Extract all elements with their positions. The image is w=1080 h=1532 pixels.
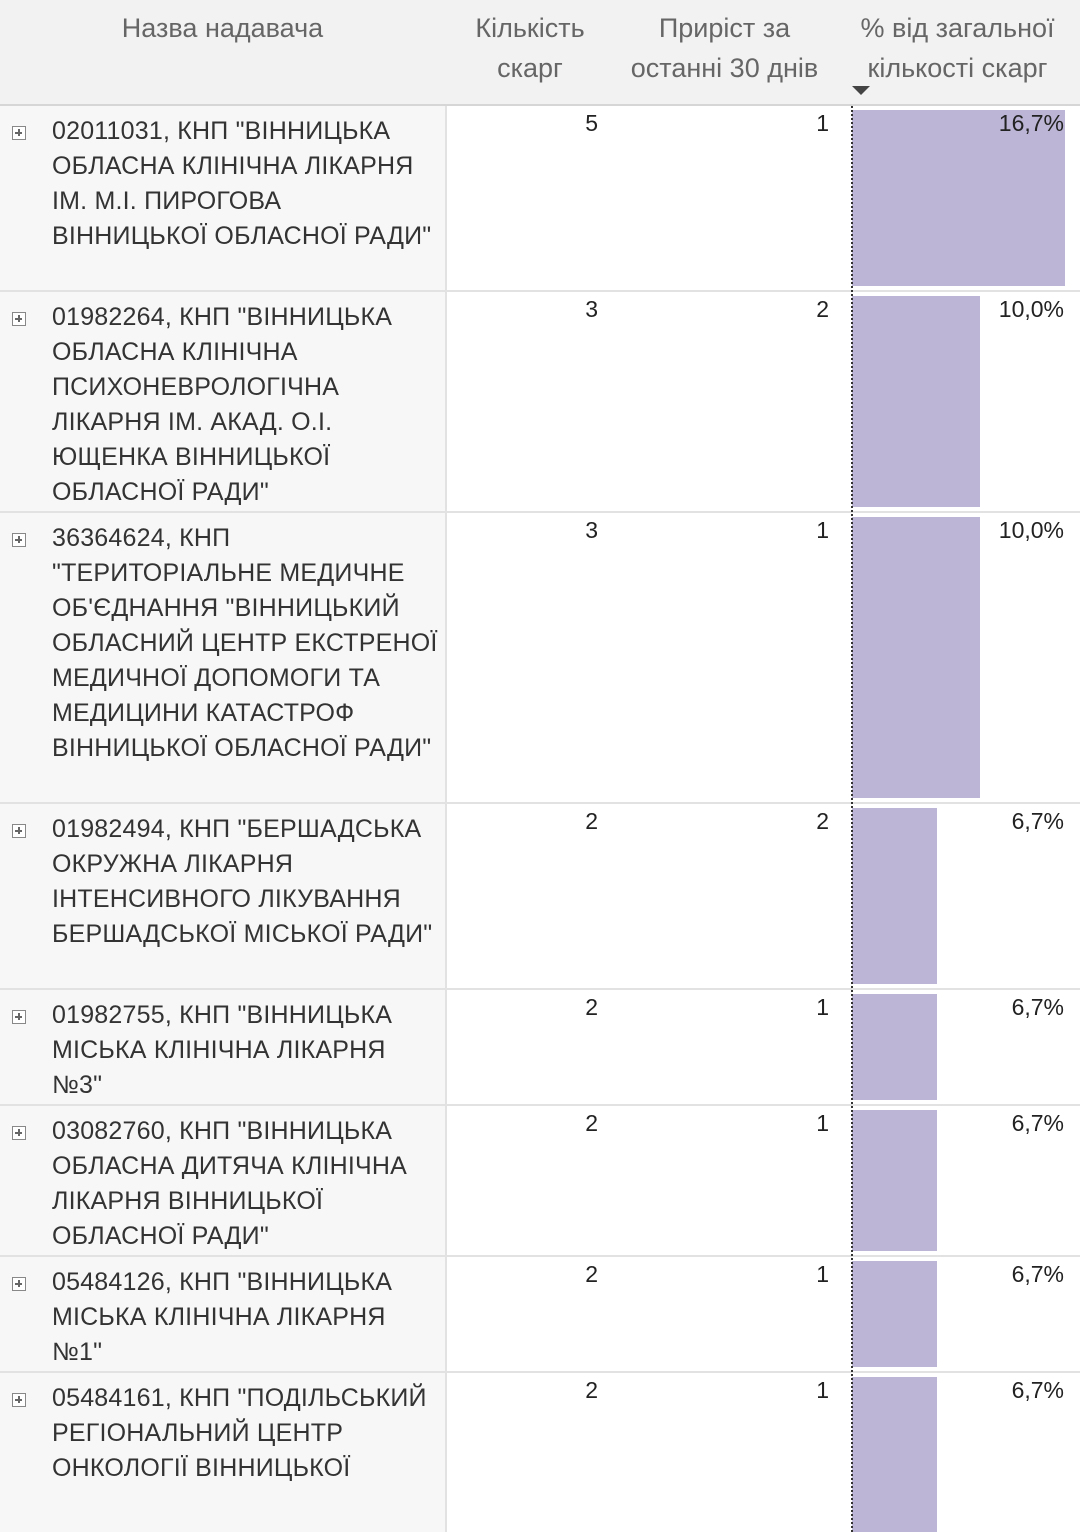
percent-cell: 6,7% <box>852 1373 1080 1532</box>
table-header: Назва надавача Кількість скарг Приріст з… <box>0 0 1080 106</box>
growth-count: 1 <box>816 1261 829 1287</box>
percent-bar <box>852 1110 938 1251</box>
growth-count: 1 <box>816 110 829 136</box>
table-row: 05484126, КНП "ВІННИЦЬКА МІСЬКА КЛІНІЧНА… <box>0 1257 1080 1373</box>
percent-label: 10,0% <box>998 296 1064 322</box>
growth-count: 2 <box>816 808 829 834</box>
provider-cell: 03082760, КНП "ВІННИЦЬКА ОБЛАСНА ДИТЯЧА … <box>0 1106 447 1255</box>
expand-icon[interactable] <box>12 824 26 838</box>
growth-count: 1 <box>816 517 829 543</box>
percent-label: 10,0% <box>998 517 1064 543</box>
provider-cell: 01982755, КНП "ВІННИЦЬКА МІСЬКА КЛІНІЧНА… <box>0 990 447 1104</box>
table-row: 01982494, КНП "БЕРШАДСЬКА ОКРУЖНА ЛІКАРН… <box>0 804 1080 990</box>
percent-bar <box>852 994 938 1100</box>
percent-label: 6,7% <box>1011 1110 1064 1136</box>
complaint-count: 5 <box>585 110 598 136</box>
column-header-complaint-count[interactable]: Кількість скарг <box>475 13 585 83</box>
complaint-count: 2 <box>585 1110 598 1136</box>
column-header-growth-30-days[interactable]: Приріст за останні 30 днів <box>630 13 819 83</box>
percent-bar <box>852 808 938 984</box>
percent-cell: 6,7% <box>852 990 1080 1104</box>
complaint-count: 3 <box>585 517 598 543</box>
provider-name: 01982755, КНП "ВІННИЦЬКА МІСЬКА КЛІНІЧНА… <box>52 1001 393 1099</box>
growth-count: 1 <box>816 1377 829 1403</box>
provider-cell: 01982264, КНП "ВІННИЦЬКА ОБЛАСНА КЛІНІЧН… <box>0 292 447 511</box>
expand-icon[interactable] <box>12 126 26 140</box>
provider-cell: 36364624, КНП "ТЕРИТОРІАЛЬНЕ МЕДИЧНЕ ОБ'… <box>0 513 447 802</box>
provider-name: 36364624, КНП "ТЕРИТОРІАЛЬНЕ МЕДИЧНЕ ОБ'… <box>52 524 438 762</box>
table-row: 01982755, КНП "ВІННИЦЬКА МІСЬКА КЛІНІЧНА… <box>0 990 1080 1106</box>
provider-name: 05484126, КНП "ВІННИЦЬКА МІСЬКА КЛІНІЧНА… <box>52 1268 393 1366</box>
percent-bar <box>852 110 1065 286</box>
provider-name: 01982494, КНП "БЕРШАДСЬКА ОКРУЖНА ЛІКАРН… <box>52 815 433 948</box>
provider-name: 02011031, КНП "ВІННИЦЬКА ОБЛАСНА КЛІНІЧН… <box>52 117 432 250</box>
complaint-count: 2 <box>585 808 598 834</box>
expand-icon[interactable] <box>12 1277 26 1291</box>
growth-count: 1 <box>816 994 829 1020</box>
expand-icon[interactable] <box>12 1010 26 1024</box>
percent-label: 16,7% <box>998 110 1064 136</box>
complaint-count: 2 <box>585 1261 598 1287</box>
column-header-percent-of-total[interactable]: % від загальної кількості скарг <box>860 13 1055 83</box>
table-row: 05484161, КНП "ПОДІЛЬСЬКИЙ РЕГІОНАЛЬНИЙ … <box>0 1373 1080 1532</box>
percent-cell: 10,0% <box>852 292 1080 511</box>
table-row: 36364624, КНП "ТЕРИТОРІАЛЬНЕ МЕДИЧНЕ ОБ'… <box>0 513 1080 804</box>
provider-name: 01982264, КНП "ВІННИЦЬКА ОБЛАСНА КЛІНІЧН… <box>52 303 393 506</box>
growth-count: 2 <box>816 296 829 322</box>
expand-icon[interactable] <box>12 533 26 547</box>
provider-cell: 01982494, КНП "БЕРШАДСЬКА ОКРУЖНА ЛІКАРН… <box>0 804 447 988</box>
complaint-count: 2 <box>585 1377 598 1403</box>
provider-name: 05484161, КНП "ПОДІЛЬСЬКИЙ РЕГІОНАЛЬНИЙ … <box>52 1384 427 1482</box>
percent-label: 6,7% <box>1011 994 1064 1020</box>
provider-cell: 05484161, КНП "ПОДІЛЬСЬКИЙ РЕГІОНАЛЬНИЙ … <box>0 1373 447 1532</box>
percent-bar <box>852 1261 938 1367</box>
percent-cell: 10,0% <box>852 513 1080 802</box>
expand-icon[interactable] <box>12 1393 26 1407</box>
expand-icon[interactable] <box>12 312 26 326</box>
percent-label: 6,7% <box>1011 808 1064 834</box>
complaint-count: 2 <box>585 994 598 1020</box>
percent-label: 6,7% <box>1011 1261 1064 1287</box>
percent-label: 6,7% <box>1011 1377 1064 1403</box>
percent-cell: 16,7% <box>852 106 1080 290</box>
table-row: 02011031, КНП "ВІННИЦЬКА ОБЛАСНА КЛІНІЧН… <box>0 106 1080 292</box>
table-row: 03082760, КНП "ВІННИЦЬКА ОБЛАСНА ДИТЯЧА … <box>0 1106 1080 1257</box>
percent-axis-line <box>851 106 853 1532</box>
growth-count: 1 <box>816 1110 829 1136</box>
percent-bar <box>852 517 980 798</box>
provider-name: 03082760, КНП "ВІННИЦЬКА ОБЛАСНА ДИТЯЧА … <box>52 1117 407 1250</box>
percent-cell: 6,7% <box>852 1257 1080 1371</box>
percent-cell: 6,7% <box>852 1106 1080 1255</box>
percent-bar <box>852 296 980 507</box>
percent-cell: 6,7% <box>852 804 1080 988</box>
sort-descending-icon[interactable] <box>852 86 870 95</box>
percent-bar <box>852 1377 938 1532</box>
table-row: 01982264, КНП "ВІННИЦЬКА ОБЛАСНА КЛІНІЧН… <box>0 292 1080 513</box>
provider-cell: 05484126, КНП "ВІННИЦЬКА МІСЬКА КЛІНІЧНА… <box>0 1257 447 1371</box>
column-header-provider-name[interactable]: Назва надавача <box>121 13 324 43</box>
complaint-count: 3 <box>585 296 598 322</box>
expand-icon[interactable] <box>12 1126 26 1140</box>
provider-cell: 02011031, КНП "ВІННИЦЬКА ОБЛАСНА КЛІНІЧН… <box>0 106 447 290</box>
